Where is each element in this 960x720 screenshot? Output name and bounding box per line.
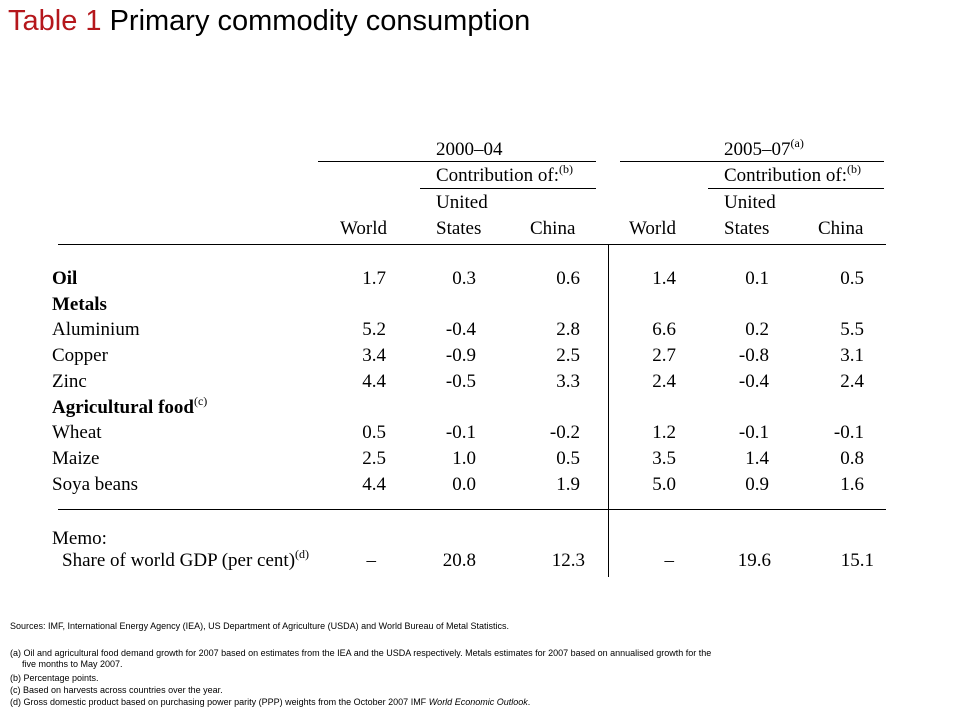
table-number: Table 1 — [8, 5, 102, 37]
table-cell: -0.9 — [445, 345, 476, 366]
table-cell: 0.5 — [362, 422, 386, 443]
sources-note: Sources: IMF, International Energy Agenc… — [10, 621, 510, 631]
table-cell: 1.7 — [362, 268, 386, 289]
page-title: Table 1 Primary commodity consumption — [8, 5, 530, 38]
table-cell: 0.6 — [556, 268, 580, 289]
table-cell: 5.0 — [652, 474, 676, 495]
row-label: Metals — [52, 294, 107, 315]
table-cell: 0.0 — [452, 474, 476, 495]
united-header-2: United — [724, 192, 776, 213]
row-label: Copper — [52, 345, 108, 366]
table-cell: 2.5 — [362, 448, 386, 469]
period-2000-04-header: 2000–04 — [436, 139, 503, 160]
contribution-header-2: Contribution of:(b) — [724, 162, 861, 186]
contribution-rule-2 — [708, 188, 884, 189]
table-cell: -0.1 — [738, 422, 769, 443]
memo-cell: 15.1 — [840, 550, 874, 571]
table-cell: 2.4 — [652, 371, 676, 392]
table-cell: 2.4 — [840, 371, 864, 392]
memo-rule — [58, 509, 886, 510]
table-cell: 3.1 — [840, 345, 864, 366]
china-header-1: China — [530, 218, 576, 239]
memo-cell: – — [664, 550, 675, 571]
table-cell: 5.2 — [362, 319, 386, 340]
table-cell: -0.2 — [549, 422, 580, 443]
table-cell: 6.6 — [652, 319, 676, 340]
share-of-world-gdp-label: Share of world GDP (per cent)(d) — [62, 547, 310, 571]
table-cell: -0.1 — [833, 422, 864, 443]
footnote-b: (b) Percentage points. — [10, 673, 99, 683]
table-cell: 0.8 — [840, 448, 864, 469]
table-cell: 0.1 — [745, 268, 769, 289]
table-cell: 0.9 — [745, 474, 769, 495]
table-cell: 3.3 — [556, 371, 580, 392]
footnote-a-line2: five months to May 2007. — [22, 659, 123, 669]
memo-cell: – — [366, 550, 377, 571]
table-cell: 1.4 — [745, 448, 769, 469]
table-cell: -0.4 — [738, 371, 769, 392]
table-cell: 4.4 — [362, 474, 386, 495]
world-header-1: World — [340, 218, 388, 239]
footnote-d: (d) Gross domestic product based on purc… — [10, 697, 531, 707]
table-cell: 2.5 — [556, 345, 580, 366]
header-bottom-rule — [58, 244, 886, 245]
table-cell: 2.8 — [556, 319, 580, 340]
contribution-header-1: Contribution of:(b) — [436, 162, 573, 186]
footnote-c: (c) Based on harvests across countries o… — [10, 685, 223, 695]
contribution-rule-1 — [420, 188, 596, 189]
row-label: Agricultural food(c) — [52, 394, 208, 418]
table-cell: 0.2 — [745, 319, 769, 340]
table-title: Primary commodity consumption — [109, 5, 531, 37]
table-cell: 1.2 — [652, 422, 676, 443]
row-label: Oil — [52, 268, 78, 289]
row-label: Maize — [52, 448, 100, 469]
period-divider — [608, 244, 609, 577]
table-cell: -0.4 — [445, 319, 476, 340]
memo-label: Memo: — [52, 528, 107, 549]
row-label: Aluminium — [52, 319, 140, 340]
memo-cell: 20.8 — [442, 550, 476, 571]
table-cell: 0.3 — [452, 268, 476, 289]
table-cell: -0.5 — [445, 371, 476, 392]
states-header-2: States — [724, 218, 770, 239]
row-label: Soya beans — [52, 474, 139, 495]
table-cell: 1.6 — [840, 474, 864, 495]
table-cell: 3.4 — [362, 345, 386, 366]
table-cell: 0.5 — [556, 448, 580, 469]
memo-cell: 19.6 — [737, 550, 771, 571]
table-cell: 5.5 — [840, 319, 864, 340]
table-cell: -0.1 — [445, 422, 476, 443]
table-cell: -0.8 — [738, 345, 769, 366]
period-2005-07-header: 2005–07(a) — [724, 136, 804, 160]
table-cell: 1.4 — [652, 268, 676, 289]
footnote-a-line1: (a) Oil and agricultural food demand gro… — [10, 648, 712, 658]
header-rule-period2 — [620, 161, 884, 162]
row-label: Zinc — [52, 371, 87, 392]
table-cell: 1.9 — [556, 474, 580, 495]
states-header-1: States — [436, 218, 482, 239]
memo-cell: 12.3 — [551, 550, 585, 571]
table-cell: 1.0 — [452, 448, 476, 469]
table-cell: 2.7 — [652, 345, 676, 366]
world-header-2: World — [629, 218, 677, 239]
row-label: Wheat — [52, 422, 102, 443]
table-cell: 3.5 — [652, 448, 676, 469]
table-cell: 4.4 — [362, 371, 386, 392]
table-cell: 0.5 — [840, 268, 864, 289]
united-header-1: United — [436, 192, 488, 213]
header-rule-period1 — [318, 161, 596, 162]
china-header-2: China — [818, 218, 864, 239]
